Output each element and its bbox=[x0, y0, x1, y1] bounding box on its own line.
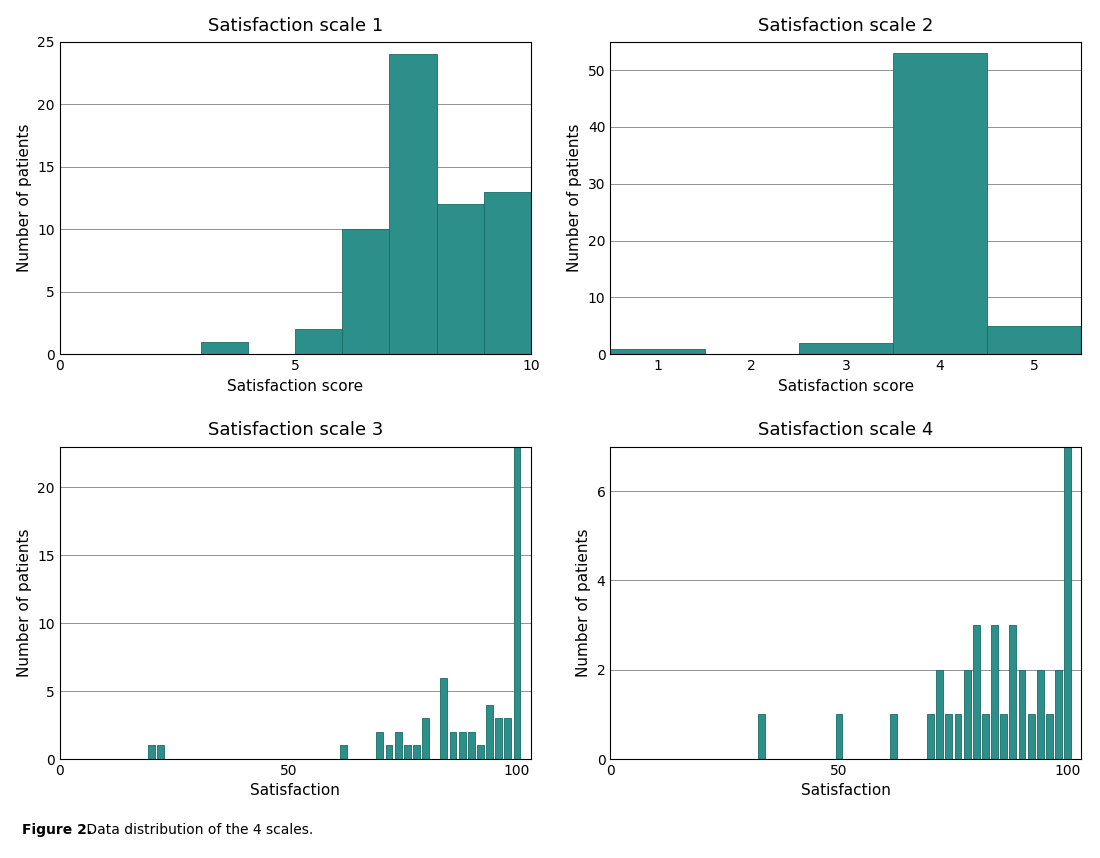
Bar bbox=[437, 204, 484, 354]
Bar bbox=[987, 326, 1081, 354]
Y-axis label: Number of patients: Number of patients bbox=[16, 529, 32, 677]
Y-axis label: Number of patients: Number of patients bbox=[576, 529, 591, 677]
Bar bbox=[157, 746, 164, 759]
Bar bbox=[450, 732, 456, 759]
Title: Satisfaction scale 3: Satisfaction scale 3 bbox=[208, 421, 383, 439]
Bar bbox=[404, 746, 410, 759]
Text: Figure 2.: Figure 2. bbox=[22, 823, 92, 837]
Y-axis label: Number of patients: Number of patients bbox=[16, 124, 32, 272]
Y-axis label: Number of patients: Number of patients bbox=[568, 124, 582, 272]
X-axis label: Satisfaction score: Satisfaction score bbox=[228, 378, 363, 394]
Bar bbox=[505, 718, 512, 759]
Bar bbox=[836, 715, 843, 759]
Bar bbox=[955, 715, 961, 759]
Bar bbox=[412, 746, 420, 759]
Bar bbox=[201, 341, 249, 354]
Bar bbox=[758, 715, 764, 759]
Bar bbox=[342, 229, 389, 354]
Bar bbox=[340, 746, 346, 759]
Bar bbox=[1055, 670, 1061, 759]
Bar bbox=[927, 715, 934, 759]
Bar bbox=[982, 715, 989, 759]
Bar bbox=[964, 670, 970, 759]
Bar bbox=[1010, 625, 1016, 759]
X-axis label: Satisfaction score: Satisfaction score bbox=[778, 378, 914, 394]
X-axis label: Satisfaction: Satisfaction bbox=[801, 783, 891, 799]
Bar bbox=[459, 732, 465, 759]
Bar bbox=[440, 678, 448, 759]
Bar bbox=[486, 704, 493, 759]
Bar bbox=[395, 732, 402, 759]
Bar bbox=[1046, 715, 1053, 759]
Bar bbox=[610, 348, 705, 354]
Bar bbox=[376, 732, 383, 759]
Bar bbox=[799, 343, 893, 354]
Bar bbox=[1027, 715, 1035, 759]
Title: Satisfaction scale 4: Satisfaction scale 4 bbox=[758, 421, 934, 439]
Bar bbox=[477, 746, 484, 759]
Bar bbox=[1037, 670, 1044, 759]
Bar bbox=[1065, 446, 1071, 759]
Bar bbox=[972, 625, 980, 759]
Bar bbox=[891, 715, 898, 759]
Bar bbox=[1000, 715, 1008, 759]
Bar bbox=[514, 446, 520, 759]
Bar bbox=[386, 746, 393, 759]
Bar bbox=[389, 54, 437, 354]
Bar bbox=[484, 191, 531, 354]
Title: Satisfaction scale 2: Satisfaction scale 2 bbox=[758, 16, 934, 34]
Text: Data distribution of the 4 scales.: Data distribution of the 4 scales. bbox=[82, 823, 314, 837]
Bar bbox=[936, 670, 943, 759]
Bar bbox=[468, 732, 475, 759]
X-axis label: Satisfaction: Satisfaction bbox=[251, 783, 340, 799]
Bar bbox=[422, 718, 429, 759]
Bar bbox=[945, 715, 953, 759]
Bar bbox=[893, 53, 987, 354]
Title: Satisfaction scale 1: Satisfaction scale 1 bbox=[208, 16, 383, 34]
Bar bbox=[991, 625, 998, 759]
Bar bbox=[147, 746, 155, 759]
Bar bbox=[295, 329, 342, 354]
Bar bbox=[1019, 670, 1025, 759]
Bar bbox=[495, 718, 503, 759]
